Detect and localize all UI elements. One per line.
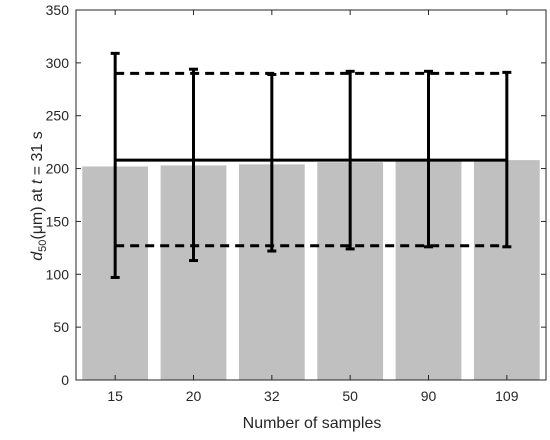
x-tick-label-90: 90 [421,388,437,404]
y-axis-label: d50(μm) at t = 31 s [29,131,49,261]
y-tick-label-150: 150 [46,213,70,229]
reference-lines-group [115,71,507,248]
x-tick-label-109: 109 [495,388,519,404]
y-axis-label-var-d: d [29,251,46,261]
y-tick-label-200: 200 [46,161,70,177]
y-tick-label-350: 350 [46,2,70,18]
bars-group [82,160,540,380]
y-tick-label-50: 50 [53,319,69,335]
axes-group [75,9,547,381]
y-tick-label-100: 100 [46,266,70,282]
plot-frame [75,9,547,381]
x-tick-label-32: 32 [264,388,280,404]
y-axis-label-subscript: 50 [37,240,49,252]
x-tick-label-15: 15 [107,388,123,404]
x-tick-label-50: 50 [342,388,358,404]
x-axis-label: Number of samples [243,415,382,432]
x-ticks-group: 15 20 32 50 90 109 [107,10,519,404]
y-axis-label-var-t: t [29,179,46,184]
x-tick-label-20: 20 [186,388,202,404]
y-ticks-group: 0 50 100 150 200 250 300 350 [46,2,546,388]
error-bars-group [110,51,512,279]
y-tick-label-0: 0 [61,372,69,388]
y-tick-label-250: 250 [46,108,70,124]
y-axis-label-suffix: = 31 s [29,131,46,179]
y-tick-label-300: 300 [46,55,70,71]
y-axis-label-middle: (μm) at [29,184,46,239]
